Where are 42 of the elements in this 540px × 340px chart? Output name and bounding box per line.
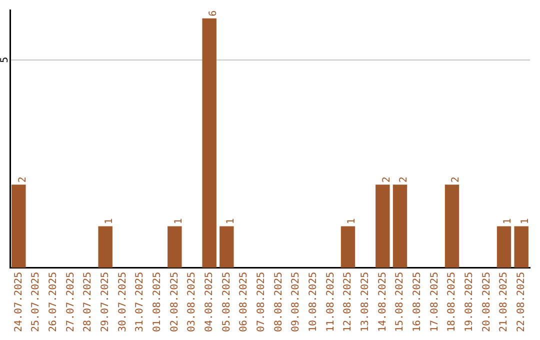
x-tick-label: 02.08.2025 <box>169 272 180 332</box>
x-tick-label: 31.07.2025 <box>134 272 146 332</box>
x-tick-label: 13.08.2025 <box>360 272 371 332</box>
x-tick-label: 09.08.2025 <box>290 272 302 332</box>
data-label: 2 <box>398 176 410 183</box>
x-tick-label: 17.08.2025 <box>429 272 440 332</box>
x-tick-label: 21.08.2025 <box>498 272 510 332</box>
x-tick-label: 30.07.2025 <box>117 272 128 332</box>
x-tick-label: 27.07.2025 <box>65 272 76 332</box>
x-tick-label: 28.07.2025 <box>82 272 94 332</box>
x-tick-label: 15.08.2025 <box>394 272 406 332</box>
x-tick-label: 20.08.2025 <box>481 272 492 332</box>
x-tick-label: 04.08.2025 <box>204 272 215 332</box>
y-tick-label: 5 <box>0 56 11 63</box>
data-label: 2 <box>381 176 392 183</box>
x-tick-label: 29.07.2025 <box>100 272 111 332</box>
data-label: 1 <box>173 218 184 224</box>
x-tick-label: 11.08.2025 <box>325 272 336 332</box>
x-tick-label: 22.08.2025 <box>516 272 527 332</box>
x-tick-label: 25.07.2025 <box>30 272 42 332</box>
x-tick-label: 26.07.2025 <box>48 272 59 332</box>
x-tick-label: 01.08.2025 <box>152 272 163 332</box>
data-label: 1 <box>502 218 514 224</box>
x-tick-label: 07.08.2025 <box>256 272 267 332</box>
x-tick-label: 16.08.2025 <box>412 272 423 332</box>
data-label: 1 <box>346 218 358 224</box>
x-tick-label: 19.08.2025 <box>464 272 475 332</box>
data-label: 6 <box>208 10 219 16</box>
x-tick-label: 10.08.2025 <box>308 272 319 332</box>
x-tick-label: 18.08.2025 <box>446 272 458 332</box>
x-tick-label: 03.08.2025 <box>186 272 198 332</box>
x-tick-label: 24.07.2025 <box>13 272 24 332</box>
x-tick-label: 08.08.2025 <box>273 272 284 332</box>
data-label: 1 <box>225 218 236 224</box>
x-tick-label: 05.08.2025 <box>221 272 232 332</box>
data-label: 2 <box>17 176 28 183</box>
data-label: 1 <box>520 218 531 224</box>
x-tick-label: 14.08.2025 <box>377 272 388 332</box>
data-label: 2 <box>450 176 462 183</box>
data-label: 1 <box>104 218 115 224</box>
x-tick-label: 06.08.2025 <box>238 272 250 332</box>
x-tick-label: 12.08.2025 <box>342 272 354 332</box>
